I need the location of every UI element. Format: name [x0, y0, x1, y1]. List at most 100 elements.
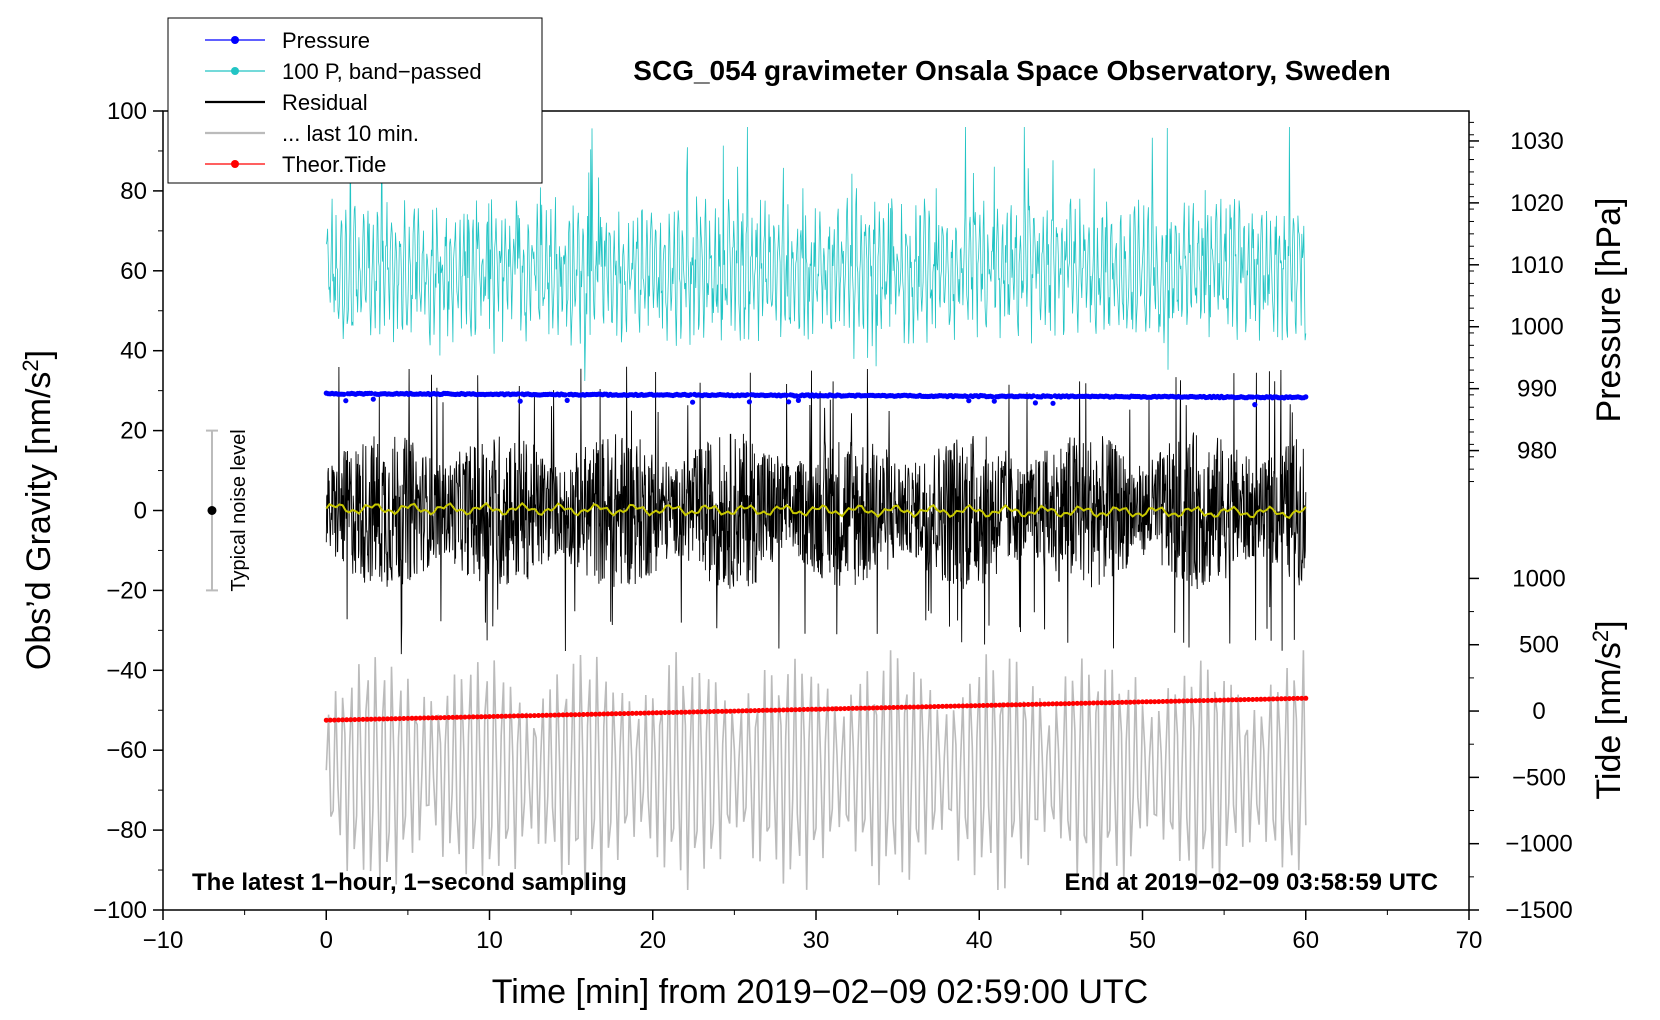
- tide-point: [425, 715, 431, 721]
- pressure-point: [795, 397, 802, 403]
- y-tick-label: 20: [120, 418, 147, 445]
- pressure-point: [744, 392, 751, 398]
- tide-point: [507, 713, 513, 719]
- pressure-tick-label: 1030: [1510, 128, 1563, 155]
- tide-point: [1164, 698, 1170, 704]
- tide-point: [356, 717, 362, 722]
- tide-tick-label: 0: [1532, 698, 1545, 725]
- tide-point: [593, 711, 599, 717]
- tide-point: [670, 710, 676, 715]
- legend-swatch-marker: [231, 160, 239, 168]
- tide-point: [1299, 695, 1305, 701]
- tide-point: [1082, 700, 1088, 706]
- tide-point: [768, 707, 774, 713]
- tide-point: [323, 717, 329, 723]
- tide-point: [1042, 701, 1048, 707]
- tide-point: [621, 711, 627, 717]
- tide-point: [1001, 702, 1007, 708]
- tide-point: [344, 717, 350, 723]
- tide-point: [458, 714, 464, 720]
- pressure-point: [991, 398, 997, 404]
- tide-point: [817, 706, 823, 712]
- tide-point: [854, 705, 860, 711]
- noise-bar-label: Typical noise level: [228, 429, 250, 591]
- tide-point: [776, 707, 782, 713]
- tide-point: [658, 710, 664, 716]
- tide-point: [1184, 698, 1190, 704]
- tide-point: [678, 709, 684, 715]
- tide-point: [1135, 699, 1141, 705]
- tide-point: [633, 710, 639, 716]
- tide-point: [609, 711, 615, 717]
- tide-tick-label: 500: [1519, 632, 1559, 659]
- tide-point: [862, 705, 868, 711]
- tide-point: [866, 705, 872, 711]
- x-tick-label: 60: [1292, 927, 1319, 954]
- tide-point: [352, 717, 358, 723]
- tide-point: [740, 708, 745, 714]
- tide-point: [1229, 697, 1235, 703]
- tide-point: [727, 708, 733, 714]
- tide-point: [523, 713, 529, 719]
- tide-point: [1033, 701, 1039, 707]
- y-axis-title-tide: Tide [nm/s2]: [1588, 620, 1628, 799]
- tide-point: [478, 714, 484, 720]
- pressure-point: [1032, 400, 1038, 406]
- pressure-point: [989, 394, 995, 400]
- tide-point: [674, 709, 680, 715]
- tide-point: [1050, 701, 1056, 707]
- tide-point: [1078, 700, 1084, 706]
- tide-point: [429, 715, 435, 721]
- tide-point: [1009, 702, 1015, 708]
- annotation-right: End at 2019−02−09 03:58:59 UTC: [1064, 869, 1438, 896]
- tide-point: [376, 716, 382, 722]
- tide-point: [935, 704, 941, 709]
- tide-point: [331, 717, 337, 723]
- tide-point: [891, 705, 896, 710]
- y-tick-label: −40: [106, 657, 147, 684]
- tide-point: [1054, 701, 1060, 707]
- tide-point: [1111, 700, 1117, 706]
- tide-point: [442, 715, 448, 721]
- annotation-left: The latest 1−hour, 1−second sampling: [192, 869, 627, 896]
- tide-point: [597, 711, 603, 717]
- tide-point: [903, 704, 909, 710]
- tide-point: [1107, 700, 1113, 706]
- tide-point: [1193, 698, 1199, 704]
- x-axis-title: Time [min] from 2019−02−09 02:59:00 UTC: [492, 973, 1148, 1011]
- series-layer: [323, 126, 1309, 891]
- tide-point: [336, 717, 341, 723]
- tick-layer: −10 0 10 20 30 40 50 60 70−100−80−60−40−20020406…: [93, 98, 1573, 954]
- tide-point: [731, 708, 737, 714]
- x-tick-label: 20: [639, 927, 666, 954]
- legend-label: 100 P, band−passed: [282, 59, 482, 84]
- pressure-point: [784, 392, 790, 398]
- tide-point: [723, 708, 729, 714]
- tide-point: [805, 706, 811, 712]
- tide-point: [895, 704, 901, 710]
- tide-point: [809, 706, 815, 712]
- tide-point: [340, 717, 346, 723]
- tide-point: [797, 707, 803, 713]
- pressure-point: [564, 397, 570, 403]
- tide-point: [719, 708, 725, 714]
- tide-point: [1127, 699, 1133, 705]
- tide-point: [1140, 699, 1145, 705]
- tide-point: [1278, 696, 1284, 702]
- tide-point: [601, 711, 607, 717]
- tide-point: [1119, 699, 1125, 705]
- legend-label: ... last 10 min.: [282, 121, 419, 146]
- pressure-point: [562, 392, 568, 398]
- tide-point: [462, 714, 468, 720]
- tide-point: [1123, 699, 1129, 705]
- y-tick-label: 40: [120, 338, 147, 365]
- tide-point: [1258, 696, 1264, 702]
- tide-tick-label: 1000: [1512, 565, 1565, 592]
- tide-point: [629, 710, 635, 716]
- y-axis-title-left-sup: 2: [18, 359, 43, 371]
- legend-box: [167, 17, 543, 184]
- tide-point: [887, 705, 892, 711]
- y-tick-label: 60: [120, 258, 147, 285]
- tide-tick-label: −1000: [1505, 831, 1572, 858]
